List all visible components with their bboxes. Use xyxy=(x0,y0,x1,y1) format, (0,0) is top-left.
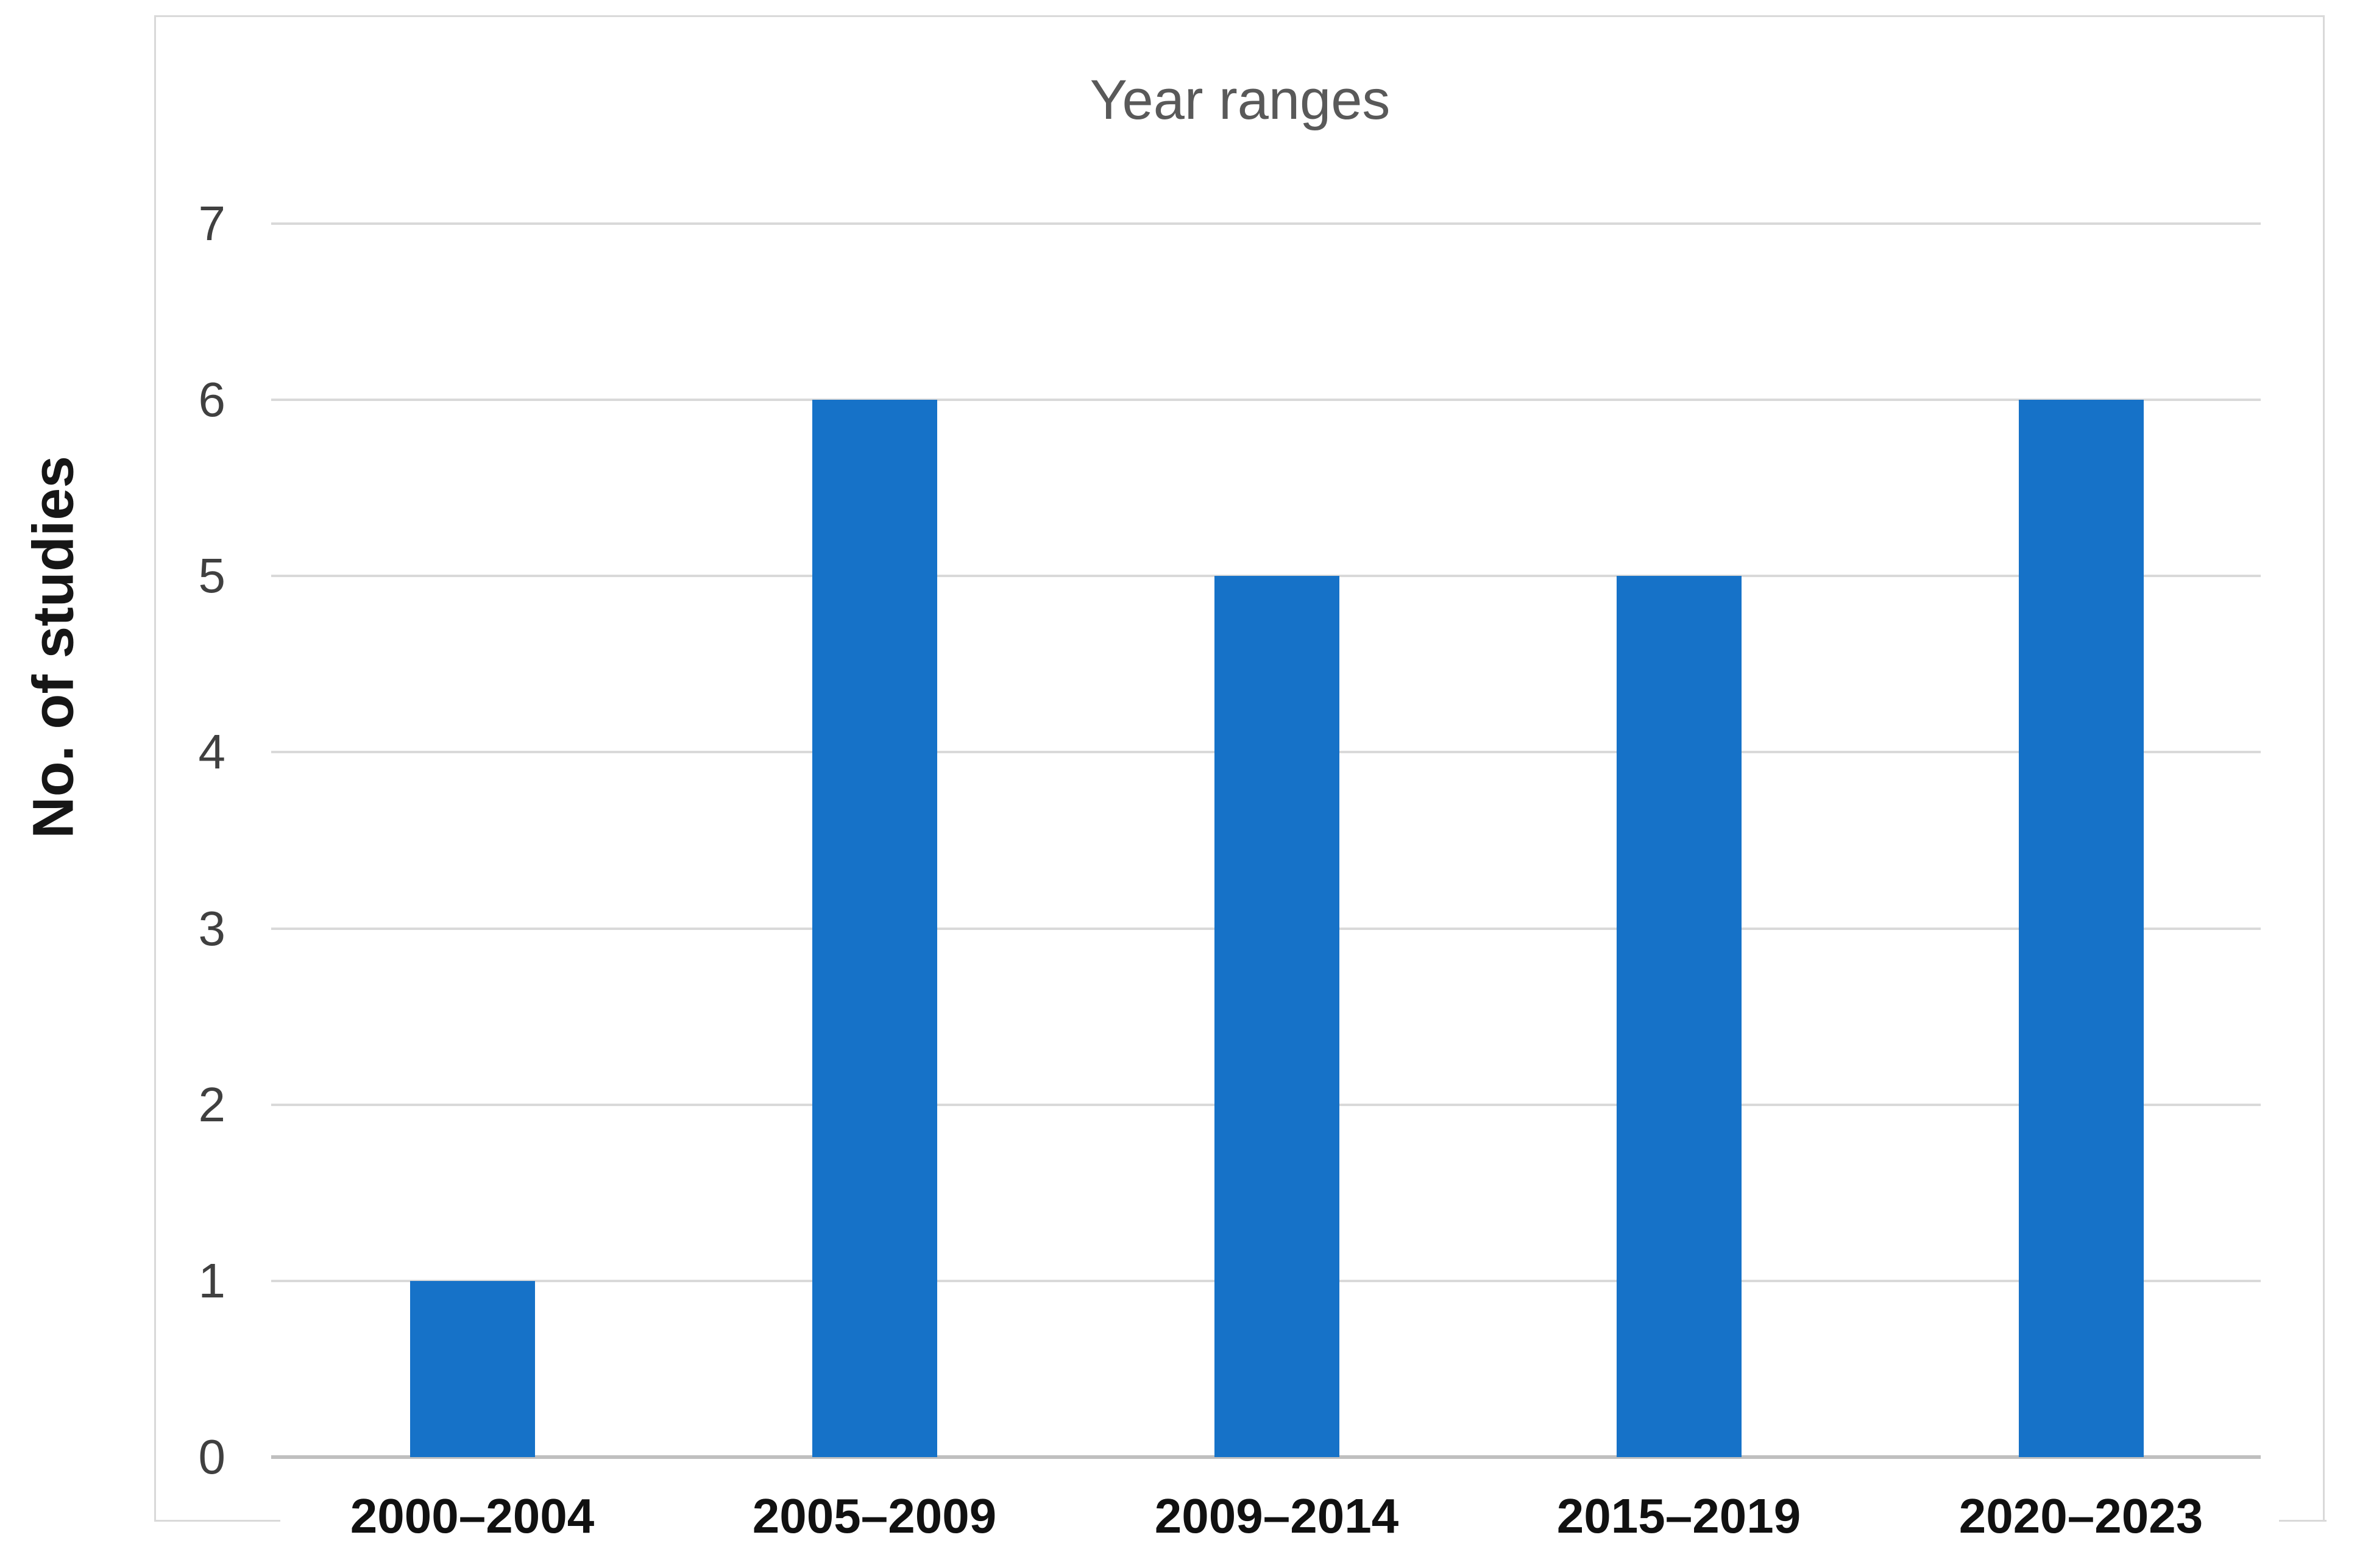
x-tick-label: 2009–2014 xyxy=(1154,1489,1399,1543)
gridline xyxy=(271,399,2261,402)
y-tick-label: 7 xyxy=(198,196,226,250)
bar xyxy=(812,400,937,1457)
chart-title: Year ranges xyxy=(1090,69,1391,131)
y-tick-label: 2 xyxy=(198,1077,226,1132)
x-tick-label: 2015–2019 xyxy=(1556,1489,1801,1543)
x-tick-label: 2020–2023 xyxy=(1958,1489,2203,1543)
chart-frame-bottom-right-segment xyxy=(2279,1520,2327,1522)
chart-frame-bottom-left-segment xyxy=(154,1520,280,1522)
gridline xyxy=(271,222,2261,225)
x-axis-line xyxy=(271,1455,2261,1459)
bar xyxy=(1214,576,1339,1457)
bar xyxy=(2018,400,2144,1457)
y-tick-label: 0 xyxy=(198,1430,226,1484)
bar xyxy=(409,1280,535,1457)
y-tick-label: 3 xyxy=(198,901,226,956)
y-tick-label: 6 xyxy=(198,372,226,427)
y-axis-title: No. of studies xyxy=(21,455,86,839)
y-tick-label: 4 xyxy=(198,725,226,779)
bar xyxy=(1616,576,1742,1457)
x-tick-label: 2005–2009 xyxy=(752,1489,997,1543)
chart-frame-border xyxy=(154,15,2325,1520)
x-tick-label: 2000–2004 xyxy=(350,1489,595,1543)
y-tick-label: 5 xyxy=(198,548,226,603)
y-tick-label: 1 xyxy=(198,1253,226,1308)
